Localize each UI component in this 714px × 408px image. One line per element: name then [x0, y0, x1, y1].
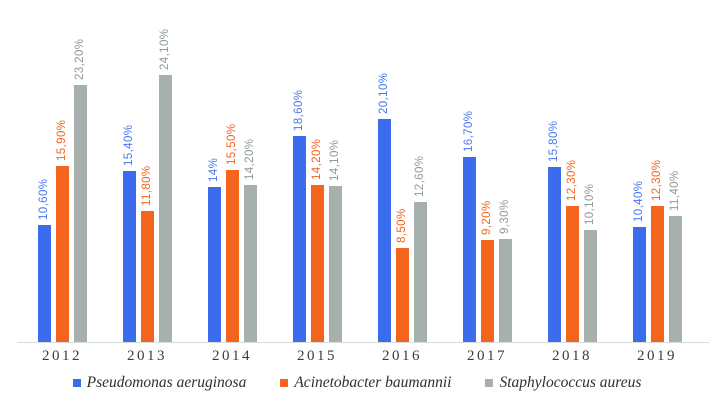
bar-2016-series-1	[395, 247, 409, 342]
bar-2014-series-1	[225, 170, 239, 342]
legend-label: Acinetobacter baumannii	[294, 374, 452, 391]
legend-marker-icon	[72, 379, 81, 387]
value-label-2019-series-0: 10,40%	[632, 180, 645, 222]
x-axis-label-2012: 2012	[42, 348, 82, 364]
bar-2018-series-2	[583, 230, 597, 342]
value-label-2013-series-2: 24,10%	[158, 28, 171, 70]
value-label-2016-series-0: 20,10%	[377, 72, 390, 115]
value-label-2015-series-0: 18,60%	[292, 89, 305, 131]
bar-2013-series-2	[158, 75, 172, 342]
legend-item-1: Acinetobacter baumannii	[280, 374, 451, 392]
value-label-2018-series-0: 15,80%	[547, 120, 560, 162]
value-label-2017-series-2: 9,30%	[498, 199, 511, 234]
x-axis-line	[17, 342, 709, 343]
x-axis-label-2015: 2015	[297, 348, 337, 364]
x-axis-label-2016: 2016	[382, 348, 422, 364]
bar-2015-series-1	[310, 184, 324, 342]
bar-2017-series-1	[480, 240, 494, 342]
value-label-2018-series-1: 12,30%	[565, 159, 578, 201]
legend: Pseudomonas aeruginosa Acinetobacter baum…	[0, 374, 714, 392]
bar-2012-series-0	[37, 224, 51, 342]
x-axis-label-2019: 2019	[637, 348, 677, 364]
bar-2015-series-0	[292, 135, 306, 342]
bar-2014-series-0	[207, 186, 221, 342]
value-label-2018-series-2: 10,10%	[583, 183, 596, 226]
bar-2018-series-1	[565, 205, 579, 342]
bar-2017-series-2	[498, 239, 512, 342]
bar-2012-series-2	[73, 84, 87, 342]
bar-2015-series-2	[328, 185, 342, 342]
plot-area: 10,60% 15,90% 23,20% 15,40% 11,80% 24,10% 14% 1…	[17, 28, 709, 343]
value-label-2014-series-1: 15,50%	[225, 123, 238, 166]
value-label-2017-series-1: 9,20%	[480, 200, 493, 236]
value-label-2012-series-0: 10,60%	[37, 178, 50, 220]
bar-2012-series-1	[55, 165, 69, 342]
bar-2014-series-2	[243, 184, 257, 342]
value-label-2017-series-0: 16,70%	[462, 110, 475, 152]
value-label-2013-series-0: 15,40%	[122, 125, 135, 167]
bar-2019-series-2	[668, 215, 682, 342]
legend-marker-icon	[280, 379, 289, 387]
value-label-2013-series-1: 11,80%	[140, 165, 153, 207]
legend-marker-icon	[485, 379, 494, 387]
bar-2013-series-1	[140, 211, 154, 342]
value-label-2019-series-2: 11,40%	[668, 170, 681, 211]
legend-item-0: Pseudomonas aeruginosa	[72, 374, 247, 392]
value-label-2012-series-1: 15,90%	[55, 119, 68, 161]
bar-2019-series-1	[650, 205, 664, 342]
value-label-2014-series-0: 14%	[207, 157, 220, 182]
value-label-2019-series-1: 12,30%	[650, 159, 663, 201]
x-axis-label-2014: 2014	[212, 348, 252, 364]
bar-2016-series-0	[377, 119, 391, 342]
bar-2013-series-0	[122, 171, 136, 342]
legend-label: Staphylococcus aureus	[499, 374, 642, 391]
value-label-2015-series-1: 14,20%	[310, 138, 323, 180]
value-label-2012-series-2: 23,20%	[73, 38, 86, 80]
legend-item-2: Staphylococcus aureus	[485, 374, 641, 392]
legend-label: Pseudomonas aeruginosa	[86, 374, 247, 391]
x-axis-labels: 2012 2013 2014 2015 2016 2017 2018 2019	[0, 346, 714, 370]
x-axis-label-2013: 2013	[127, 348, 167, 364]
bar-2016-series-2	[413, 202, 427, 342]
value-label-2015-series-2: 14,10%	[328, 139, 341, 181]
bar-2019-series-0	[632, 226, 646, 342]
value-label-2014-series-2: 14,20%	[243, 138, 256, 180]
bar-2018-series-0	[547, 166, 561, 342]
value-label-2016-series-2: 12,60%	[413, 156, 426, 198]
value-label-2016-series-1: 8,50%	[395, 208, 408, 243]
x-axis-label-2018: 2018	[552, 348, 592, 364]
x-axis-label-2017: 2017	[467, 348, 507, 364]
bar-2017-series-0	[462, 157, 476, 342]
